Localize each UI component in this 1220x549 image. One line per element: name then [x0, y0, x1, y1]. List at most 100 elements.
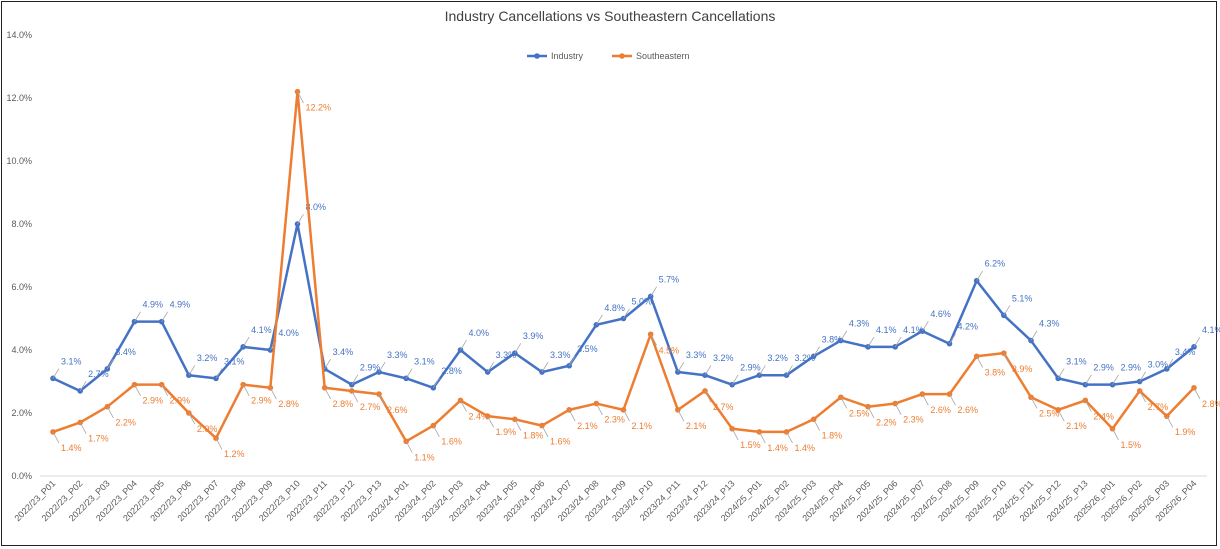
data-label: 6.2%	[985, 259, 1006, 269]
leader-line	[623, 409, 630, 422]
leader-line	[215, 438, 223, 450]
leader-line	[432, 377, 440, 389]
leader-line	[405, 441, 413, 453]
data-point	[892, 344, 898, 350]
data-point	[1109, 381, 1116, 388]
data-label: 2.7%	[713, 402, 734, 412]
y-tick-label: 2.0%	[11, 408, 32, 418]
data-label: 1.5%	[1121, 440, 1142, 450]
data-label: 3.5%	[577, 344, 598, 354]
leader-line	[650, 286, 658, 297]
data-point	[729, 381, 735, 388]
leader-line	[514, 343, 522, 354]
leader-line	[1057, 368, 1065, 379]
leader-line	[921, 393, 929, 406]
legend-marker	[619, 53, 625, 59]
data-label: 1.8%	[822, 430, 843, 440]
leader-line	[595, 314, 603, 326]
data-label: 3.3%	[686, 350, 707, 360]
data-point	[158, 318, 165, 325]
data-label: 2.1%	[577, 421, 598, 431]
leader-line	[731, 374, 739, 385]
leader-line	[215, 368, 223, 379]
data-label: 1.5%	[740, 440, 761, 450]
legend-label-industry: Industry	[551, 51, 584, 61]
leader-line	[894, 403, 902, 415]
leader-line	[1084, 374, 1092, 385]
data-point	[1001, 312, 1007, 319]
data-label: 2.5%	[849, 408, 870, 418]
data-point	[1136, 388, 1143, 394]
data-point	[1082, 397, 1089, 404]
data-point	[1191, 344, 1197, 350]
data-point	[1082, 381, 1089, 388]
data-point	[104, 403, 111, 410]
data-label: 4.8%	[604, 303, 625, 313]
data-label: 2.7%	[360, 402, 381, 412]
leader-line	[460, 339, 467, 351]
data-label: 4.5%	[659, 345, 680, 355]
leader-line	[1139, 390, 1147, 403]
leader-line	[949, 393, 956, 406]
leader-line	[677, 362, 685, 373]
leader-line	[840, 330, 848, 341]
leader-line	[568, 355, 576, 366]
leader-line	[704, 365, 712, 376]
y-tick-label: 4.0%	[11, 345, 32, 355]
data-label: 2.9%	[1093, 363, 1114, 373]
data-label: 4.1%	[1202, 325, 1220, 335]
leader-line	[1193, 336, 1201, 348]
leader-line	[514, 419, 522, 431]
data-label: 2.5%	[1039, 408, 1060, 418]
leader-line	[324, 387, 332, 400]
y-tick-label: 12.0%	[6, 93, 32, 103]
data-label: 2.9%	[360, 363, 381, 373]
leader-line	[813, 346, 821, 357]
leader-line	[134, 311, 141, 322]
data-label: 2.8%	[333, 399, 354, 409]
data-label: 3.3%	[387, 350, 408, 360]
data-label: 2.2%	[115, 418, 136, 428]
leader-line	[460, 400, 467, 412]
data-point	[512, 350, 518, 356]
leader-line	[52, 368, 60, 379]
leader-line	[1112, 428, 1119, 441]
data-point	[1055, 375, 1061, 382]
data-label: 4.6%	[930, 309, 951, 319]
data-label: 2.3%	[903, 415, 924, 425]
data-label: 2.6%	[930, 405, 951, 415]
data-point	[1055, 407, 1061, 413]
leader-line	[1030, 397, 1038, 409]
data-label: 2.9%	[143, 396, 164, 406]
data-label: 4.2%	[958, 322, 979, 332]
leader-line	[134, 384, 141, 397]
data-label: 2.1%	[686, 421, 707, 431]
data-label: 3.8%	[985, 367, 1006, 377]
leader-line	[894, 336, 902, 348]
data-point	[50, 375, 56, 382]
chart-title: Industry Cancellations vs Southeastern C…	[444, 8, 776, 24]
data-label: 2.4%	[1093, 411, 1114, 421]
data-label: 2.8%	[1202, 399, 1220, 409]
data-label: 3.3%	[550, 350, 571, 360]
data-label: 3.2%	[713, 353, 734, 363]
data-label: 3.2%	[795, 353, 816, 363]
data-label: 2.3%	[604, 415, 625, 425]
data-label: 4.9%	[143, 300, 164, 310]
data-point	[131, 318, 138, 325]
data-label: 3.1%	[1066, 356, 1087, 366]
leader-line	[188, 412, 196, 425]
data-label: 1.4%	[61, 443, 82, 453]
data-label: 2.4%	[469, 411, 490, 421]
series-line-southeastern	[52, 90, 1195, 443]
leader-line	[1030, 330, 1038, 341]
data-point	[240, 344, 246, 350]
data-label: 4.9%	[170, 300, 191, 310]
leader-line	[704, 390, 712, 403]
data-label: 2.8%	[441, 366, 462, 376]
data-label: 4.3%	[849, 319, 870, 329]
data-label: 1.6%	[550, 437, 571, 447]
data-point	[1164, 413, 1170, 419]
data-point	[1136, 378, 1143, 385]
leader-line	[269, 387, 277, 400]
